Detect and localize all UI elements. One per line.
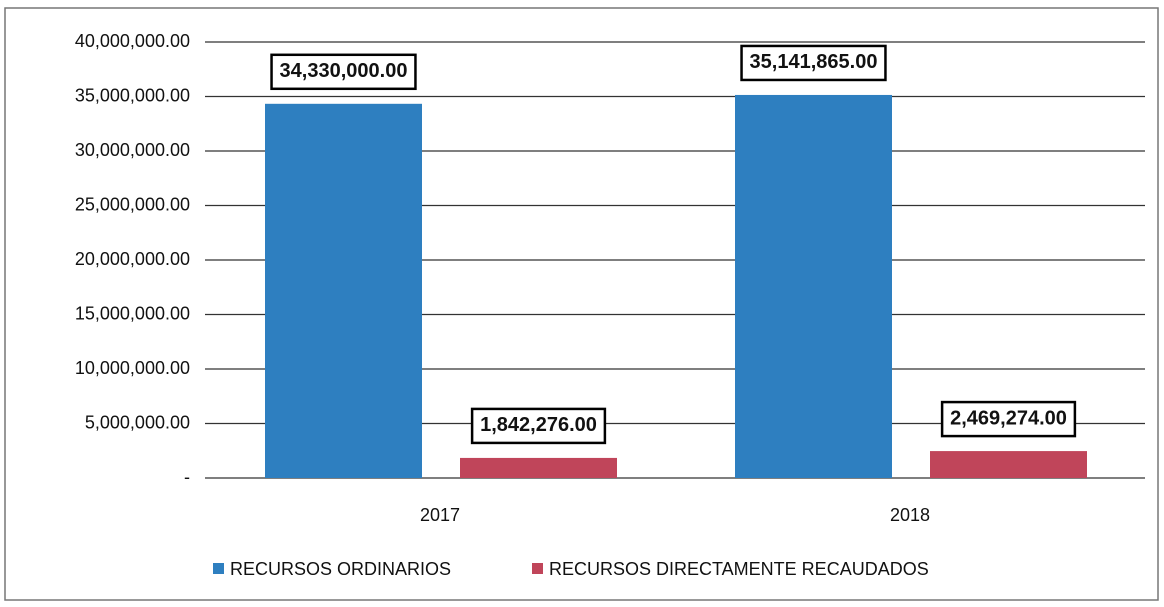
value-label: 2,469,274.00 [950,407,1067,429]
legend-swatch [532,563,543,574]
value-label-box [940,400,1077,438]
bar [460,457,617,478]
y-tick-label: 20,000,000.00 [75,249,190,269]
value-label-box [270,53,417,91]
bar [735,94,892,478]
y-tick-label: 25,000,000.00 [75,194,190,214]
y-tick-label: 15,000,000.00 [75,303,190,323]
y-tick-label: 30,000,000.00 [75,140,190,160]
value-label: 35,141,865.00 [750,51,878,73]
value-label: 1,842,276.00 [480,414,597,436]
legend-swatch [213,563,224,574]
value-label-box [740,44,887,82]
x-tick-label: 2018 [890,505,930,525]
y-tick-label: 5,000,000.00 [85,412,190,432]
value-label: 34,330,000.00 [280,60,408,82]
y-tick-label: 40,000,000.00 [75,31,190,51]
y-tick-label: - [184,467,190,487]
chart-frame [4,7,1159,601]
legend-label: RECURSOS ORDINARIOS [230,559,451,579]
bar [930,451,1087,478]
value-label-box [470,407,607,445]
legend-label: RECURSOS DIRECTAMENTE RECAUDADOS [549,559,929,579]
y-tick-label: 35,000,000.00 [75,85,190,105]
y-tick-label: 10,000,000.00 [75,358,190,378]
bar [265,103,422,478]
x-tick-label: 2017 [420,505,460,525]
